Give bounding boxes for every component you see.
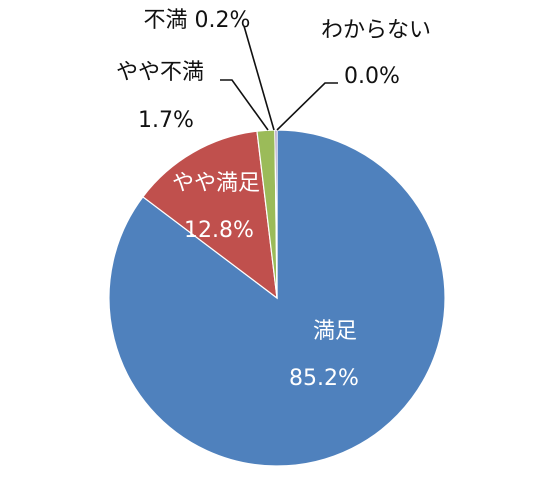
slice-2-value-label: 1.7% [138,108,194,133]
slice-4-value-label: 0.0% [344,64,400,89]
slice-labels: 満足 85.2% やや満足 12.8% やや不満 1.7% 不満 0.2% わからない 0.0% [116,8,431,391]
slice-1-value-label: 12.8% [184,218,254,243]
slice-2-name-label: やや不満 [116,60,204,85]
slice-1-name-label: やや満足 [172,171,260,196]
slice-4-leader-line [276,82,338,131]
slice-3-label: 不満 0.2% [144,8,251,33]
slice-4-name-label: わからない [321,18,431,43]
leader-lines [220,25,338,131]
slice-3-wedge [274,129,278,299]
slice-2-leader-line [220,79,269,131]
slice-3-leader-line [243,25,275,131]
slice-1-wedge [142,130,278,300]
slice-0-name-label: 満足 [313,319,357,344]
pie-slices [108,129,446,467]
slice-0-value-label: 85.2% [289,366,359,391]
